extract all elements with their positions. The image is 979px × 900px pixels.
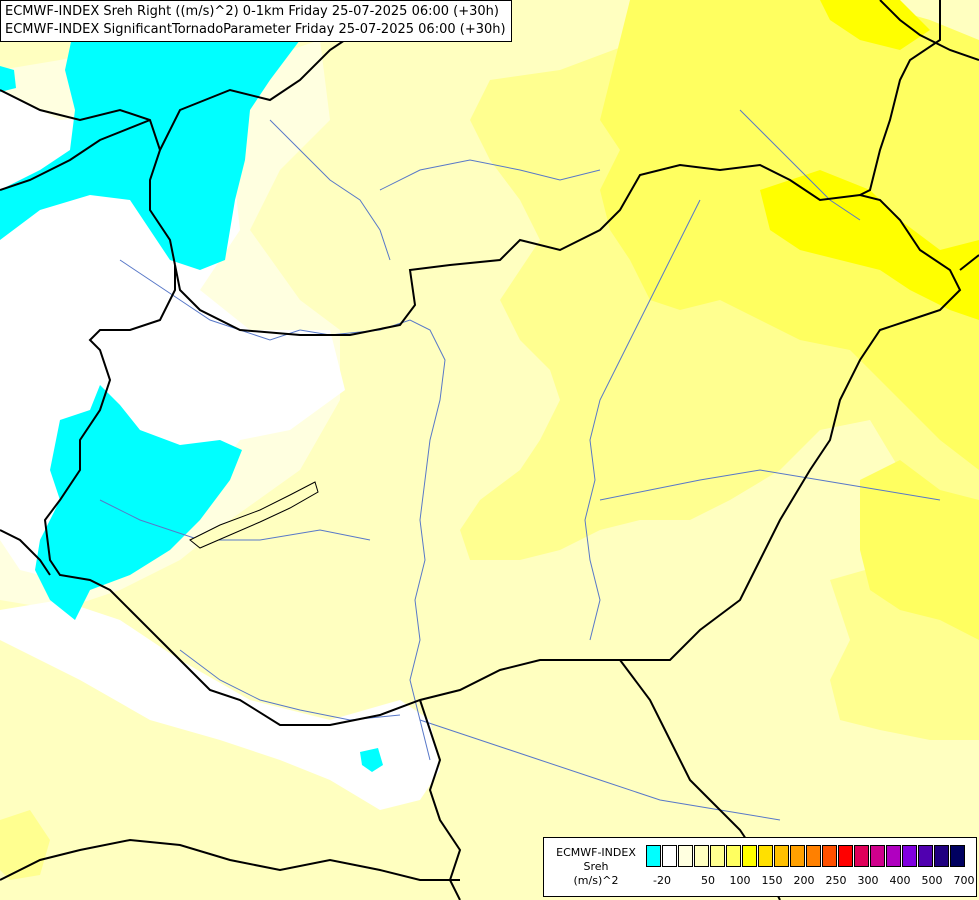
border-austria	[0, 119, 151, 191]
legend-tick-label: -20	[653, 874, 671, 887]
legend-swatch-14	[870, 845, 885, 867]
legend-swatch-1	[662, 845, 677, 867]
legend-swatch-18	[934, 845, 949, 867]
legend-swatch-9	[790, 845, 805, 867]
border-sw	[0, 529, 51, 576]
legend-swatch-12	[838, 845, 853, 867]
legend-title-line-3: (m/s)^2	[573, 874, 619, 887]
river-tisza	[584, 199, 701, 641]
field-strongyellow-corner	[820, 0, 930, 50]
legend-labels: -20 50 100 150 200 250 300 400 500 700	[646, 874, 976, 890]
field-lightyellow-sw	[0, 810, 50, 880]
legend-swatch-4	[710, 845, 725, 867]
border-croatia	[0, 838, 460, 881]
legend-tick-label: 400	[889, 874, 911, 887]
title-line-2: ECMWF-INDEX SignificantTornadoParameter …	[5, 22, 506, 37]
legend-tick-label: 250	[825, 874, 847, 887]
legend-tick-label: 100	[729, 874, 751, 887]
border-romania	[959, 254, 979, 271]
legend-swatch-6	[742, 845, 757, 867]
river-west	[119, 259, 301, 341]
river-slovak	[269, 119, 391, 261]
title-line-1: ECMWF-INDEX Sreh Right ((m/s)^2) 0-1km F…	[5, 4, 499, 19]
legend-swatch-11	[822, 845, 837, 867]
legend-swatch-15	[886, 845, 901, 867]
border-hungary	[43, 163, 962, 726]
legend-tick-label: 150	[761, 874, 783, 887]
field-cyan-edge	[0, 66, 16, 92]
legend-tick-label: 500	[921, 874, 943, 887]
field-strongyellow-ne	[760, 170, 979, 320]
river-north	[379, 159, 601, 191]
field-white-south	[0, 600, 440, 810]
field-cyan-small	[360, 748, 383, 772]
field-cyan-north	[0, 0, 300, 270]
river-east	[599, 469, 941, 501]
field-cyan-west	[35, 385, 242, 620]
legend-swatch-16	[902, 845, 917, 867]
legend-tick-label: 200	[793, 874, 815, 887]
legend-title: ECMWF-INDEX Sreh (m/s)^2	[548, 846, 644, 888]
legend-swatch-5	[726, 845, 741, 867]
river-raba	[99, 499, 371, 541]
border-north	[0, 89, 176, 266]
river-ne	[739, 109, 861, 221]
border-south	[419, 699, 462, 900]
legend-swatch-13	[854, 845, 869, 867]
map-title-box: ECMWF-INDEX Sreh Right ((m/s)^2) 0-1km F…	[0, 0, 512, 42]
color-legend: ECMWF-INDEX Sreh (m/s)^2 -20 50 100 150 200 2…	[543, 837, 977, 897]
legend-swatch-0	[646, 845, 661, 867]
legend-swatch-2	[678, 845, 693, 867]
legend-swatch-19	[950, 845, 965, 867]
lake-balaton	[189, 481, 319, 549]
legend-swatch-10	[806, 845, 821, 867]
legend-title-line-1: ECMWF-INDEX	[556, 846, 636, 859]
legend-title-line-2: Sreh	[583, 860, 609, 873]
legend-swatch-7	[758, 845, 773, 867]
legend-swatches	[646, 845, 966, 867]
legend-tick-label: 50	[701, 874, 715, 887]
legend-swatch-3	[694, 845, 709, 867]
legend-swatch-17	[918, 845, 933, 867]
legend-swatch-8	[774, 845, 789, 867]
legend-tick-label: 300	[857, 874, 879, 887]
field-yellow-east	[860, 460, 979, 640]
border-ne	[879, 0, 979, 61]
legend-tick-label: 700	[953, 874, 975, 887]
